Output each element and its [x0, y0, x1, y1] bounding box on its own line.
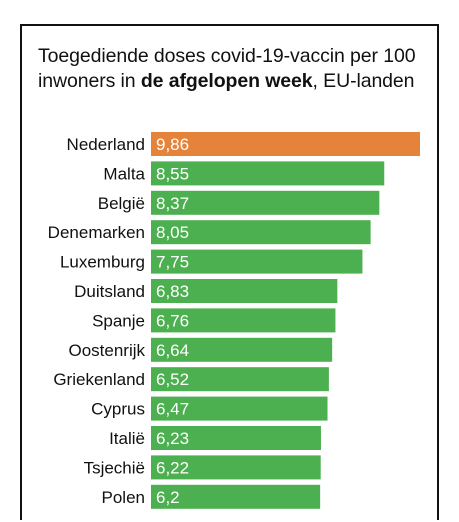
- value-label: 6,64: [156, 341, 189, 360]
- bar: [151, 308, 336, 333]
- bar-row-griekenland: Griekenland 6,52: [53, 367, 329, 392]
- bar-row-cyprus: Cyprus 6,47: [91, 396, 328, 421]
- bar-row-nederland: Nederland 9,86: [67, 132, 420, 156]
- category-label: Spanje: [92, 311, 145, 330]
- bar: [151, 455, 321, 480]
- category-label: Denemarken: [48, 223, 145, 242]
- bar-row-duitsland: Duitsland 6,83: [74, 279, 338, 303]
- category-label: Griekenland: [53, 370, 145, 389]
- value-label: 8,55: [156, 164, 189, 183]
- bar: [151, 367, 329, 392]
- bar: [151, 161, 385, 186]
- category-label: Duitsland: [74, 282, 145, 301]
- category-label: Cyprus: [91, 400, 145, 419]
- value-label: 7,75: [156, 253, 189, 272]
- chart-card: Toegediende doses covid-19-vaccin per 10…: [20, 24, 439, 520]
- bar-chart: Nederland 9,86 Malta 8,55 België 8,37 Denemark…: [48, 132, 420, 509]
- value-label: 6,2: [156, 488, 180, 507]
- bar: [151, 396, 328, 421]
- bar: [151, 132, 420, 156]
- value-label: 6,23: [156, 429, 189, 448]
- title-part-before: Toegediende doses covid-19-vaccin per 10…: [38, 45, 416, 92]
- bar-row-spanje: Spanje 6,76: [92, 308, 336, 333]
- bar-row-belgië: België 8,37: [98, 190, 380, 215]
- category-label: Nederland: [67, 135, 145, 154]
- bar-row-polen: Polen 6,2: [102, 484, 321, 509]
- value-label: 8,37: [156, 194, 189, 213]
- bar: [151, 249, 363, 274]
- title-part-after: , EU-landen: [312, 70, 415, 92]
- bar-row-malta: Malta 8,55: [103, 161, 385, 186]
- value-label: 9,86: [156, 135, 189, 154]
- category-label: Oostenrijk: [68, 341, 145, 360]
- bar: [151, 279, 338, 303]
- category-label: België: [98, 194, 145, 213]
- chart-title: Toegediende doses covid-19-vaccin per 10…: [38, 44, 418, 94]
- bar-row-denemarken: Denemarken 8,05: [48, 220, 371, 245]
- bar-row-oostenrijk: Oostenrijk 6,64: [68, 337, 333, 362]
- category-label: Tsjechië: [84, 458, 145, 477]
- bar: [151, 337, 333, 362]
- value-label: 6,52: [156, 370, 189, 389]
- category-label: Luxemburg: [60, 253, 145, 272]
- bar-row-tsjechië: Tsjechië 6,22: [84, 455, 321, 480]
- value-label: 8,05: [156, 223, 189, 242]
- bar: [151, 426, 321, 450]
- category-label: Italië: [109, 429, 145, 448]
- value-label: 6,47: [156, 400, 189, 419]
- bar: [151, 190, 380, 215]
- value-label: 6,76: [156, 311, 189, 330]
- value-label: 6,83: [156, 282, 189, 301]
- bar-row-luxemburg: Luxemburg 7,75: [60, 249, 363, 274]
- category-label: Malta: [103, 164, 145, 183]
- value-label: 6,22: [156, 458, 189, 477]
- title-part-bold: de afgelopen week: [140, 70, 313, 92]
- bar-row-italië: Italië 6,23: [109, 426, 321, 450]
- category-label: Polen: [102, 488, 145, 507]
- bar: [151, 220, 371, 245]
